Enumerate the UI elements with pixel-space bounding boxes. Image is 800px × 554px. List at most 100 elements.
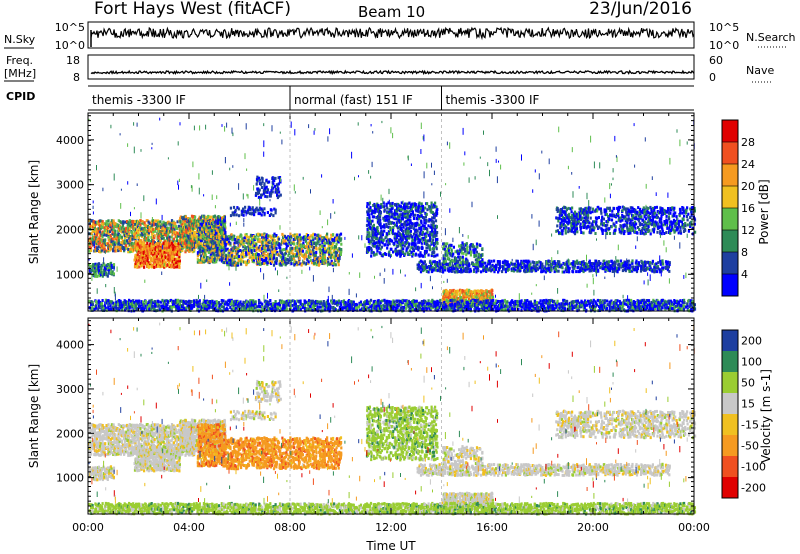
power-echo [286,249,289,253]
power-echo [137,254,140,258]
power-echo [149,242,152,246]
power-echo [103,228,106,232]
power-echo [421,204,425,208]
power-echo [148,221,151,225]
power-echo [90,219,93,223]
power-echo [127,232,130,236]
power-echo [135,246,138,250]
power-echo [418,246,421,250]
power-echo [253,213,256,217]
power-echo [260,213,263,217]
power-echo [668,261,671,265]
power-echo [475,250,478,254]
power-echo [108,222,111,226]
power-echo [290,255,293,259]
power-echo [401,241,404,245]
power-echo [139,259,142,262]
power-echo [137,236,140,239]
power-echo [172,231,175,234]
power-echo [428,245,431,249]
power-echo [389,238,392,242]
power-echo [145,224,148,228]
power-echo [378,240,381,244]
power-echo [110,240,113,243]
power-echo [150,247,153,251]
power-echo [137,244,140,248]
power-echo [192,227,195,231]
power-echo [146,229,149,233]
power-echo [412,247,415,251]
power-echo [261,177,264,181]
cpid-panel: CPID themis -3300 IF normal (fast) 151 IF… [6,85,694,111]
power-echo [255,242,258,246]
power-echo [112,219,115,223]
power-echo [191,247,194,251]
power-echo [435,240,439,244]
power-echo [656,270,659,274]
power-echo [179,250,182,253]
power-echo [174,221,177,225]
power-echo [172,246,175,250]
power-echo [213,241,217,245]
power-echo [261,233,264,237]
power-echo [162,236,165,240]
power-echo [95,242,98,245]
power-echo [155,251,158,255]
power-echo [392,250,395,254]
power-echo [89,224,92,228]
power-echo [146,263,149,267]
power-echo [99,219,102,223]
power-echo [125,226,128,230]
power-echo [619,259,623,263]
power-echo [480,270,483,274]
power-echo [151,234,154,238]
power-echo [557,269,560,273]
power-echo [433,250,436,254]
power-echo [569,262,572,266]
power-echo [324,241,327,245]
freq-left-tick-top: 18 [66,54,80,67]
power-echo [199,239,203,243]
power-echo [101,220,104,224]
power-echo [385,222,388,226]
power-echo [150,232,153,236]
power-echo [109,239,112,243]
power-echo [376,229,380,233]
power-echo [318,237,321,241]
power-echo [339,232,343,236]
power-echo [180,246,183,250]
power-echo [151,242,155,246]
power-echo [427,224,430,228]
power-echo [120,235,123,239]
power-echo [97,240,100,244]
power-echo [172,223,175,227]
power-echo [103,241,106,245]
power-echo [165,221,168,225]
power-echo [154,219,157,223]
power-echo [458,244,461,248]
power-echo [166,255,169,259]
power-echo [548,260,551,263]
power-echo [168,256,171,260]
power-echo [466,245,469,249]
power-echo [596,268,600,272]
power-echo [568,212,571,216]
power-echo [91,230,94,233]
power-echo [123,227,126,231]
power-echo [568,266,571,270]
freq-panel: Freq. [MHz] 18 8 60 0 Nave [4,54,774,84]
power-echo [155,241,159,245]
power-echo [383,208,386,212]
power-echo [148,229,152,233]
power-echo [469,269,472,273]
power-echo [242,213,245,217]
power-echo [107,229,110,233]
power-echo [396,244,400,248]
power-echo [156,248,159,252]
power-echo [119,249,122,253]
power-echo [258,178,261,182]
power-echo [155,255,158,259]
power-echo [274,211,277,215]
power-echo [126,220,129,223]
power-echo [157,224,160,228]
